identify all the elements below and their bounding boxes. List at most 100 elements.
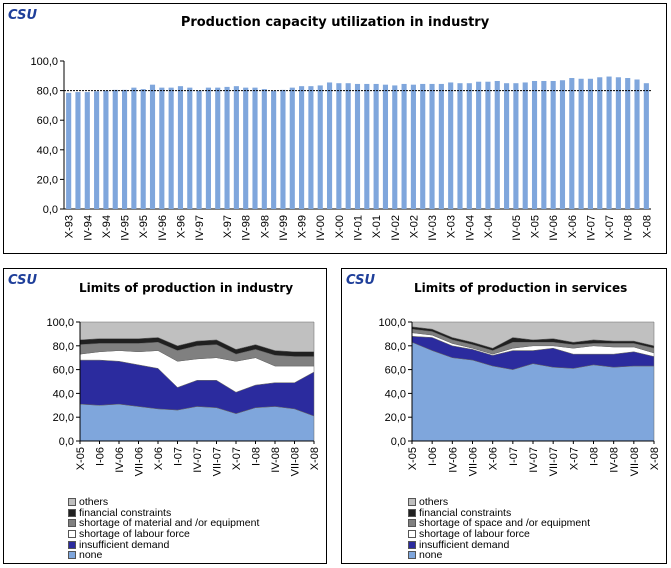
x-tick-label: I-06 xyxy=(427,447,439,466)
x-tick-label: X-08 xyxy=(641,215,653,238)
x-tick-label: IV-97 xyxy=(194,215,206,241)
x-tick-label: IV-02 xyxy=(390,215,402,241)
x-tick-label: I-08 xyxy=(251,447,263,466)
legend-swatch xyxy=(68,540,76,549)
legend-label: insufficient demand xyxy=(79,538,170,551)
x-tick-label: IV-94 xyxy=(82,215,94,241)
legend-entry: shortage of labour force xyxy=(408,528,590,541)
x-tick-label: IV-98 xyxy=(241,215,253,241)
legend-entry: insufficient demand xyxy=(68,538,259,551)
area-none xyxy=(79,403,315,442)
x-tick-label: IV-08 xyxy=(270,447,282,473)
legend-entry: financial constraints xyxy=(408,506,590,519)
legend-label: others xyxy=(79,496,109,509)
bar xyxy=(336,83,342,209)
legend-label: insufficient demand xyxy=(419,538,510,551)
industry-limits-chart: 0,0 20,0 40,0 60,0 80,0 100,0 X-05 I-06 IV-06 VII… xyxy=(46,317,321,476)
x-tick-label: IV-95 xyxy=(120,215,132,241)
x-tick-label: I-08 xyxy=(589,447,601,466)
bar xyxy=(606,76,612,209)
bar xyxy=(187,87,193,209)
legend-label: shortage of material and /or equipment xyxy=(79,517,260,530)
bar xyxy=(103,90,109,209)
bar xyxy=(485,81,491,209)
x-tick-label: I-07 xyxy=(173,447,185,466)
bar xyxy=(578,78,584,209)
x-tick-label: X-93 xyxy=(64,215,76,238)
y-tick-label: 100,0 xyxy=(30,56,58,68)
legend-swatch xyxy=(68,530,76,539)
x-tick-label: VII-08 xyxy=(629,447,641,476)
bar xyxy=(280,89,286,209)
x-tick-label: I-06 xyxy=(95,447,107,466)
y-tick-label: 0,0 xyxy=(43,204,58,216)
bar xyxy=(615,77,621,209)
csu-logo: CSU xyxy=(346,273,375,288)
legend-label: shortage of labour force xyxy=(79,528,190,541)
bar xyxy=(494,80,500,209)
bar xyxy=(131,87,137,209)
x-tick-label: X-05 xyxy=(407,447,419,470)
y-tick-label: 80,0 xyxy=(37,86,58,98)
bar xyxy=(625,78,631,210)
bar xyxy=(429,83,435,209)
bar xyxy=(448,82,454,209)
x-tick-label: VII-06 xyxy=(468,447,480,476)
y-tick-label: 40,0 xyxy=(37,145,58,157)
services-legend: others financial constraints shortage of s… xyxy=(408,496,590,562)
x-tick-label: X-96 xyxy=(175,215,187,238)
legend-entry: shortage of material and /or equipment xyxy=(68,517,260,530)
bar xyxy=(587,78,593,209)
bar xyxy=(159,87,165,209)
x-tick-label: VII-07 xyxy=(212,447,224,476)
bar xyxy=(513,83,519,209)
x-tick-label: X-02 xyxy=(408,215,420,238)
legend-entry: none xyxy=(408,549,590,562)
x-tick-label: X-94 xyxy=(101,215,113,238)
bar xyxy=(94,91,100,209)
bar xyxy=(541,80,547,209)
legend-swatch xyxy=(408,551,416,560)
x-tick-label: IV-00 xyxy=(315,215,327,241)
x-tick-label: IV-08 xyxy=(623,215,635,241)
x-tick-label: X-00 xyxy=(334,215,346,238)
legend-label: financial constraints xyxy=(419,506,512,519)
x-tick-label: X-06 xyxy=(567,215,579,238)
bar xyxy=(317,85,323,209)
y-tick-label: 20,0 xyxy=(385,412,406,424)
x-tick-label: X-05 xyxy=(75,447,87,470)
bar xyxy=(410,84,416,209)
legend-label: none xyxy=(419,549,443,562)
bar xyxy=(215,87,221,209)
bar xyxy=(643,83,649,209)
x-tick-label: VII-06 xyxy=(134,447,146,476)
bar xyxy=(364,83,370,209)
x-tick-label: X-97 xyxy=(222,215,234,238)
utilization-title: Production capacity utilization in indus… xyxy=(180,15,490,30)
legend-swatch xyxy=(68,551,76,560)
x-tick-label: X-06 xyxy=(488,447,500,470)
area-others xyxy=(411,321,655,349)
bar xyxy=(382,84,389,209)
bar xyxy=(345,83,351,209)
bar xyxy=(289,87,295,209)
legend-label: shortage of labour force xyxy=(419,528,530,541)
csu-logo: CSU xyxy=(8,8,37,23)
legend-swatch xyxy=(408,530,416,539)
bar xyxy=(597,77,603,209)
legend-entry: insufficient demand xyxy=(408,538,590,551)
x-tick-label: IV-06 xyxy=(447,447,459,473)
bar xyxy=(252,87,258,209)
legend-swatch xyxy=(68,508,76,517)
bar xyxy=(438,83,444,209)
legend-entry: financial constraints xyxy=(68,507,259,519)
x-tick-label: IV-07 xyxy=(528,447,540,473)
industry-limits-panel: CSU Limits of production in industry 0,0… xyxy=(3,268,327,564)
x-tick-label: IV-03 xyxy=(427,215,439,241)
bar xyxy=(196,90,202,209)
csu-logo: CSU xyxy=(8,273,37,288)
bar xyxy=(531,80,538,209)
bar xyxy=(84,92,90,209)
bar xyxy=(476,81,482,209)
bar xyxy=(75,92,81,209)
